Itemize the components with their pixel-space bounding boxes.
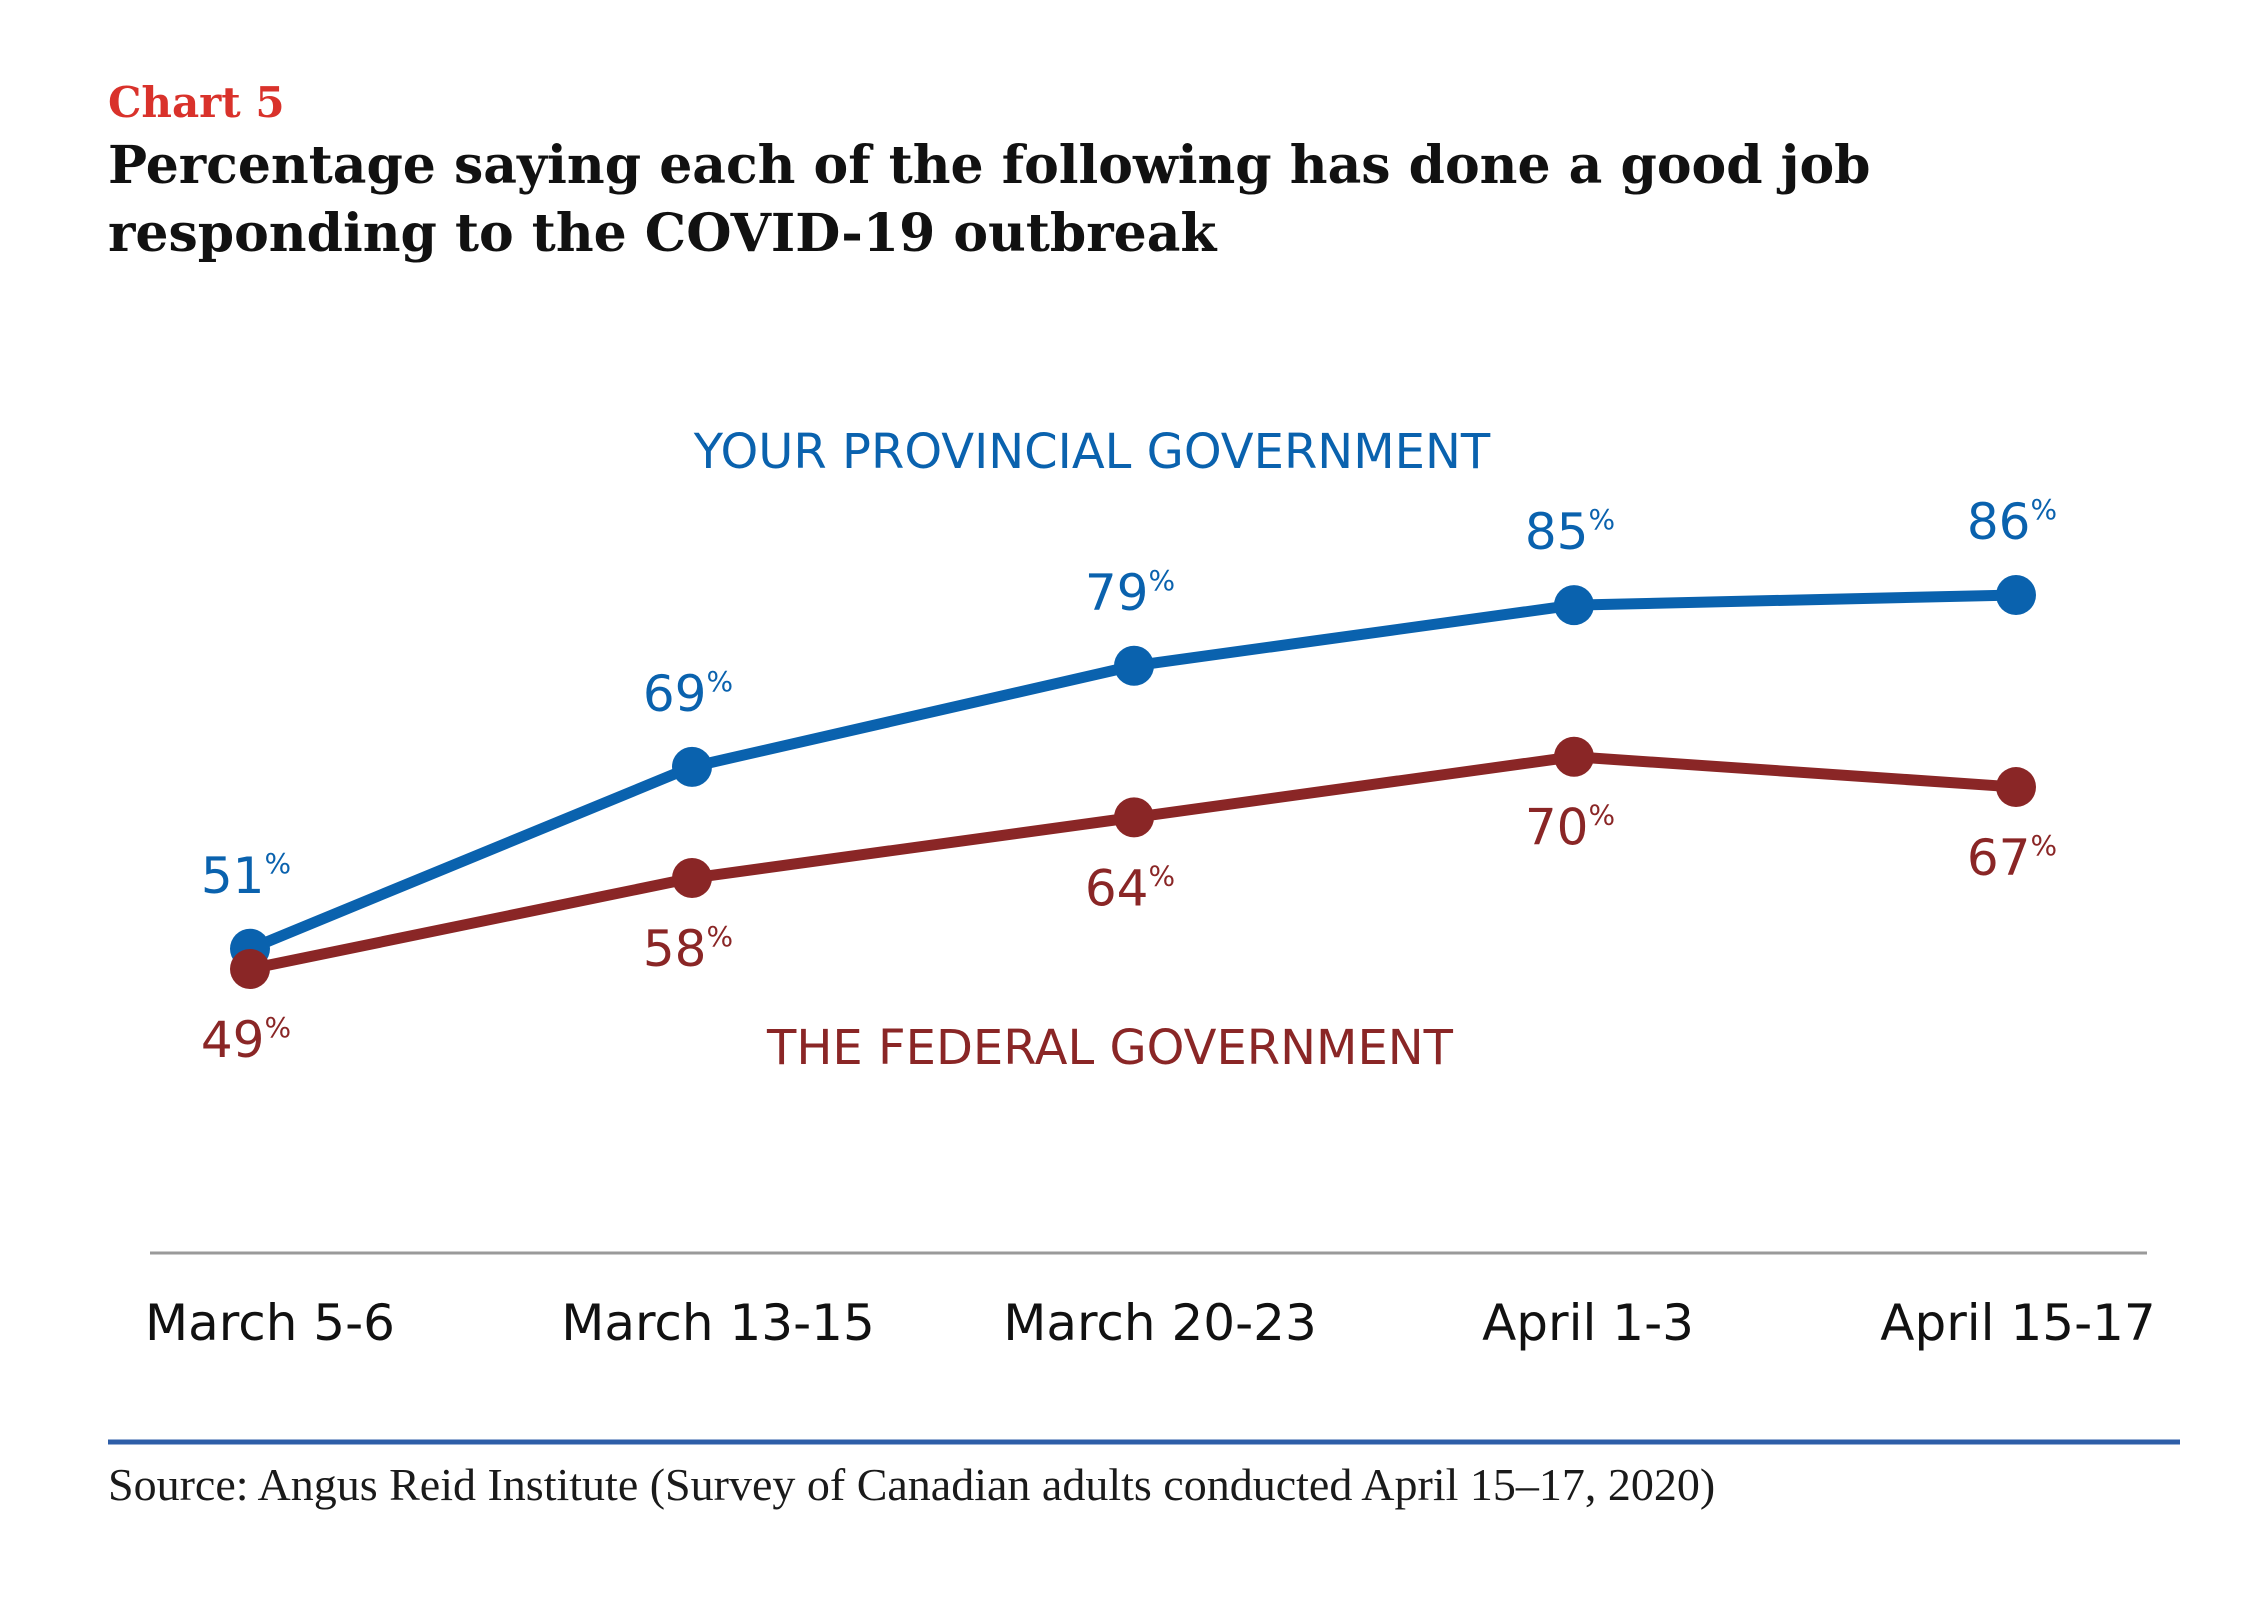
data-label: 86%	[1967, 493, 2057, 551]
data-label: 70%	[1525, 799, 1615, 857]
data-point	[672, 858, 712, 899]
data-point	[1996, 575, 2036, 615]
data-point	[672, 746, 712, 787]
data-point	[1554, 585, 1594, 626]
data-label: 58%	[643, 920, 733, 978]
data-label: 67%	[1967, 829, 2057, 887]
data-point	[1996, 767, 2036, 808]
data-label: 79%	[1085, 564, 1175, 622]
x-tick-label: March 5-6	[145, 1294, 395, 1352]
data-point	[1114, 797, 1154, 838]
data-label: 49%	[201, 1011, 291, 1069]
x-tick-label: April 1-3	[1482, 1294, 1694, 1352]
chart-title: Percentage saying each of the following …	[108, 135, 1871, 264]
data-label: 69%	[643, 665, 733, 723]
data-label: 64%	[1085, 859, 1175, 917]
x-tick-label: April 15-17	[1880, 1294, 2155, 1352]
data-point	[1114, 645, 1154, 686]
series-name-federal: THE FEDERAL GOVERNMENT	[766, 1020, 1454, 1076]
data-point	[1554, 736, 1594, 777]
x-tick-label: March 13-15	[561, 1294, 875, 1352]
data-point	[230, 949, 270, 989]
data-label: 85%	[1525, 503, 1615, 561]
x-tick-label: March 20-23	[1003, 1294, 1317, 1352]
source-note: Source: Angus Reid Institute (Survey of …	[108, 1459, 1716, 1510]
chart-number: Chart 5	[108, 78, 285, 127]
data-label: 51%	[201, 847, 291, 905]
series-name-provincial: YOUR PROVINCIAL GOVERNMENT	[693, 424, 1491, 480]
